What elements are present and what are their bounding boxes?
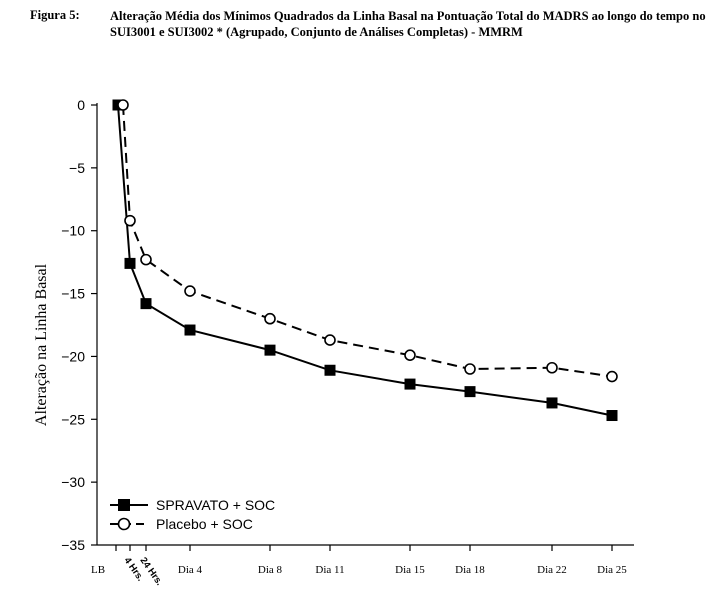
data-point-circle — [404, 349, 416, 361]
data-point-square — [124, 257, 136, 269]
x-tick-label: Dia 22 — [537, 564, 567, 576]
figure-label: Figura 5: — [30, 8, 80, 22]
chart-axes — [96, 103, 634, 546]
legend-marker-circle — [117, 517, 131, 531]
data-point-circle — [546, 361, 558, 374]
x-tick-label: Dia 18 — [455, 564, 485, 576]
data-point-square — [184, 324, 196, 336]
x-tick-label: Dia 4 — [178, 564, 203, 576]
x-tick-label: LB — [91, 564, 105, 576]
data-point-square — [140, 298, 152, 310]
data-point-square — [546, 397, 558, 409]
data-point-circle — [264, 312, 276, 325]
x-tick-label: Dia 11 — [315, 564, 344, 576]
series-line-placebo — [122, 104, 613, 378]
y-tick-label: 0 — [77, 97, 85, 113]
data-point-circle — [606, 370, 618, 383]
data-point-circle — [464, 363, 476, 375]
data-point-circle — [140, 253, 152, 266]
y-tick-label: −20 — [61, 348, 85, 364]
data-point-square — [324, 364, 336, 376]
x-axis-ticks: LB 4 Hrs.24 Hrs. Dia 4 Dia 8 Dia 11 Dia 15 Dia… — [91, 545, 627, 588]
y-tick-label: −35 — [61, 537, 85, 553]
data-point-square — [264, 344, 276, 356]
data-point-square — [404, 378, 416, 390]
chart-legend: SPRAVATO + SOC Placebo + SOC — [110, 497, 275, 532]
x-tick-label: Dia 8 — [258, 564, 283, 576]
x-tick-label: Dia 15 — [395, 564, 425, 576]
data-point-square — [464, 386, 476, 398]
y-axis-ticks: 0 −5 −10 −15 −20 −25 −30 −35 — [61, 97, 97, 553]
data-point-circle — [184, 285, 196, 297]
y-tick-label: −25 — [61, 411, 85, 427]
data-point-square — [606, 410, 618, 422]
series-line-spravato — [117, 104, 613, 417]
legend-marker-square — [118, 499, 130, 511]
y-tick-label: −30 — [61, 474, 85, 490]
legend-label: Placebo + SOC — [156, 516, 253, 532]
data-point-circle — [117, 99, 129, 111]
data-point-circle — [124, 214, 136, 227]
legend-label: SPRAVATO + SOC — [156, 497, 275, 513]
y-tick-label: −15 — [61, 286, 85, 302]
x-tick-label: Dia 25 — [597, 564, 627, 576]
y-tick-label: −5 — [69, 160, 85, 176]
figure-title: Alteração Média dos Mínimos Quadrados da… — [110, 9, 706, 39]
y-axis-label: Alteração na Linha Basal — [33, 263, 50, 426]
data-point-circle — [324, 334, 336, 346]
chart-series — [112, 99, 618, 422]
y-tick-label: −10 — [61, 223, 85, 239]
